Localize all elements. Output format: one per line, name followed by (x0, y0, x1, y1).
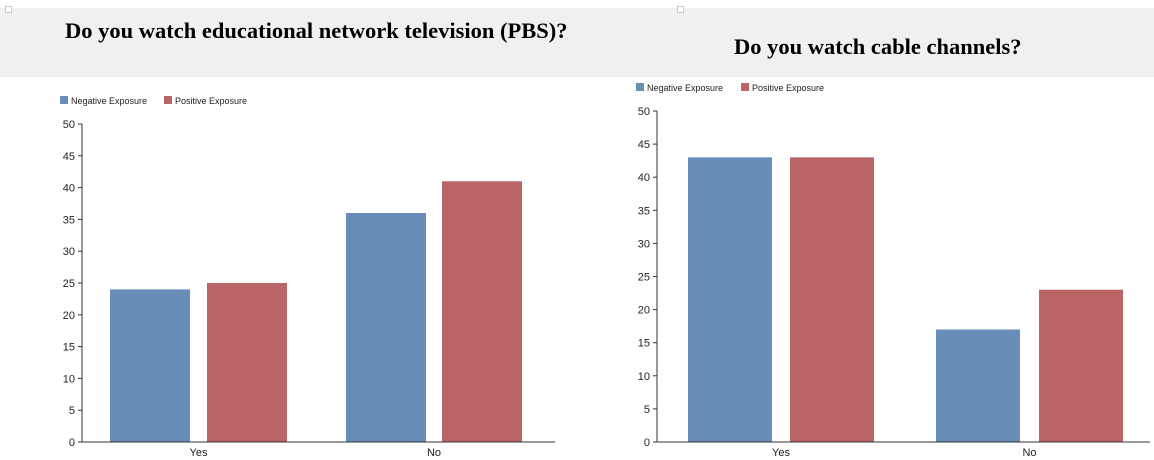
legend-swatch (60, 96, 68, 104)
y-tick-label: 5 (69, 405, 75, 417)
x-tick-label: No (427, 447, 441, 459)
y-tick-label: 15 (638, 338, 650, 350)
y-tick-label: 25 (638, 272, 650, 284)
bar-no-negative-exposure (936, 329, 1020, 442)
legend-swatch (164, 96, 172, 104)
y-tick-label: 40 (638, 172, 650, 184)
bar-no-negative-exposure (346, 213, 426, 442)
y-tick-label: 45 (63, 151, 75, 163)
y-tick-label: 30 (63, 246, 75, 258)
y-tick-label: 10 (638, 371, 650, 383)
corner-marker (677, 6, 684, 13)
y-tick-label: 35 (638, 205, 650, 217)
legend-swatch (741, 83, 749, 91)
y-tick-label: 20 (63, 310, 75, 322)
bar-chart-pbs: Negative Exposure Positive Exposure 0 5 10 15… (60, 96, 555, 459)
bar-no-positive-exposure (1039, 289, 1123, 442)
legend-label: Negative Exposure (71, 96, 147, 106)
y-tick-label: 50 (638, 106, 650, 118)
bar-yes-positive-exposure (790, 157, 874, 442)
y-tick-label: 5 (644, 404, 650, 416)
y-tick-label: 10 (63, 373, 75, 385)
y-tick-label: 30 (638, 238, 650, 250)
x-tick-label: No (1022, 447, 1036, 459)
y-tick-label: 0 (69, 437, 75, 449)
bar-no-positive-exposure (442, 181, 522, 443)
legend-swatch (636, 83, 644, 91)
y-tick-label: 0 (644, 437, 650, 449)
y-tick-label: 35 (63, 214, 75, 226)
y-tick-label: 50 (63, 119, 75, 131)
bar-yes-negative-exposure (688, 157, 772, 442)
bar-yes-negative-exposure (110, 289, 190, 442)
y-tick-label: 45 (638, 139, 650, 151)
y-tick-label: 20 (638, 305, 650, 317)
chart-title-pbs: Do you watch educational network televis… (65, 18, 568, 43)
x-tick-label: Yes (190, 447, 208, 459)
corner-marker (5, 6, 12, 13)
legend-label: Positive Exposure (752, 83, 824, 93)
x-tick-label: Yes (772, 447, 790, 459)
y-tick-label: 40 (63, 183, 75, 195)
y-tick-label: 15 (63, 342, 75, 354)
legend-label: Positive Exposure (175, 96, 247, 106)
y-tick-label: 25 (63, 278, 75, 290)
legend-label: Negative Exposure (647, 83, 723, 93)
chart-title-cable: Do you watch cable channels? (734, 34, 1022, 59)
header-band (0, 8, 1154, 77)
bar-yes-positive-exposure (207, 283, 287, 442)
